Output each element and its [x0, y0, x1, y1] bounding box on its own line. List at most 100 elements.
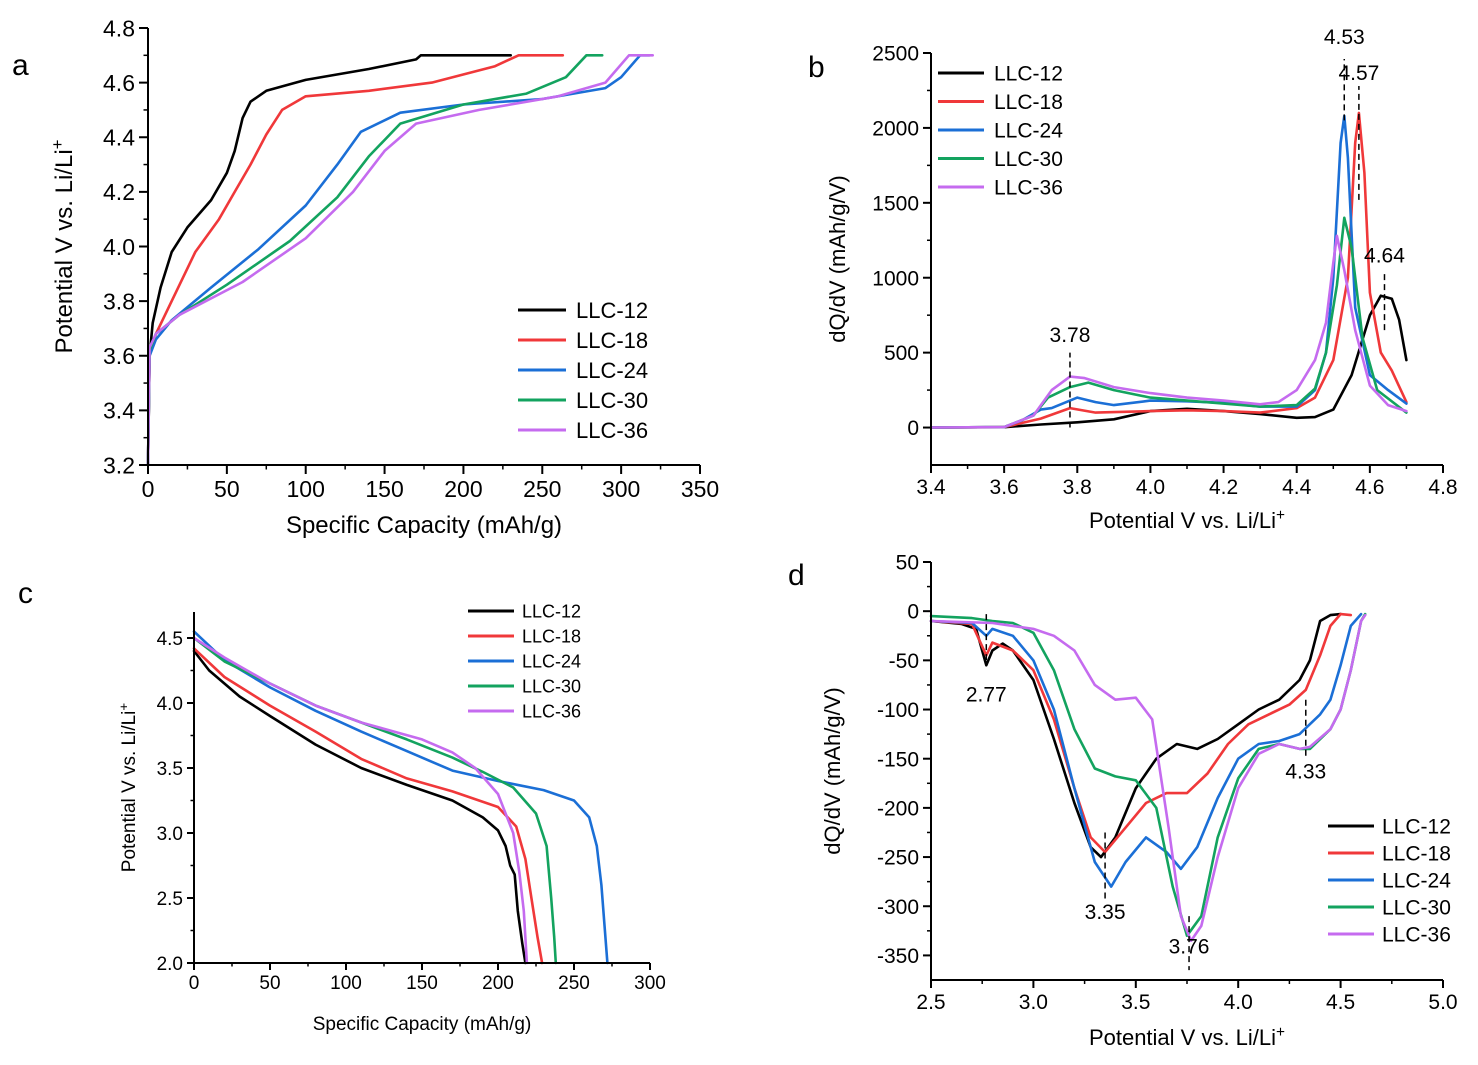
x-tick-label: 100 [330, 973, 362, 994]
legend-label-llc-30: LLC-30 [522, 676, 581, 696]
legend-label-llc-24: LLC-24 [994, 120, 1063, 143]
x-tick-label: 250 [523, 476, 561, 502]
y-tick-label: -50 [889, 650, 919, 673]
y-tick-label: -200 [877, 797, 919, 820]
legend-label-llc-30: LLC-30 [994, 148, 1063, 171]
y-axis-label: dQ/dV (mAh/g/V) [825, 175, 850, 343]
x-tick-label: 300 [634, 973, 666, 994]
series-line-llc-12 [929, 612, 1342, 859]
legend-label-llc-36: LLC-36 [576, 418, 648, 443]
y-tick-label: 3.0 [157, 824, 183, 845]
x-tick-label: 4.4 [1282, 476, 1312, 499]
y-tick-label: -250 [877, 847, 919, 870]
x-tick-label: 350 [681, 476, 719, 502]
series-line-llc-36 [146, 54, 654, 467]
annotation-label: 2.77 [966, 684, 1007, 707]
x-tick-label: 5.0 [1428, 991, 1457, 1014]
x-tick-label: 3.8 [1063, 476, 1092, 499]
x-axis-label: Specific Capacity (mAh/g) [286, 512, 562, 539]
y-tick-label: 4.0 [157, 694, 183, 715]
legend-label-llc-36: LLC-36 [522, 701, 581, 721]
y-tick-label: -350 [877, 945, 919, 968]
x-axis-label: Specific Capacity (mAh/g) [313, 1014, 532, 1035]
legend-label-llc-30: LLC-30 [1382, 897, 1451, 920]
legend-label-llc-30: LLC-30 [576, 388, 648, 413]
panel-a-chart: a 0 50 100 150 200 250 300 350 3.2 3.4 3.6 3.8 4.0 4.2… [12, 15, 719, 539]
series-line-llc-24 [929, 612, 1363, 888]
y-tick-label: -150 [877, 748, 919, 771]
legend-label-llc-36: LLC-36 [1382, 924, 1451, 947]
series-line-llc-30 [146, 54, 604, 467]
legend-label-llc-18: LLC-18 [994, 91, 1063, 114]
annotation-label: 4.53 [1324, 26, 1365, 49]
y-tick-label: 2.5 [157, 889, 183, 910]
x-tick-label: 3.6 [990, 476, 1019, 499]
series-line-llc-24 [146, 54, 651, 467]
y-tick-label: 4.0 [103, 234, 135, 260]
y-tick-label: 2000 [872, 117, 919, 140]
y-tick-label: 3.2 [103, 452, 135, 478]
x-tick-label: 50 [214, 476, 240, 502]
series-line-llc-18 [146, 54, 565, 467]
x-tick-label: 4.5 [1326, 991, 1355, 1014]
y-tick-label: 0 [907, 417, 919, 440]
legend-label-llc-12: LLC-12 [576, 298, 648, 323]
x-tick-label: 0 [189, 973, 200, 994]
x-tick-label: 3.4 [916, 476, 946, 499]
y-tick-label: 1000 [872, 267, 919, 290]
legend-label-llc-18: LLC-18 [576, 328, 648, 353]
series-line-llc-12 [929, 294, 1408, 429]
y-tick-label: -100 [877, 699, 919, 722]
x-tick-label: 250 [558, 973, 590, 994]
legend-label-llc-18: LLC-18 [522, 626, 581, 646]
annotation-label: 3.78 [1050, 324, 1091, 347]
y-tick-label: 500 [884, 342, 919, 365]
legend-label-llc-24: LLC-24 [1382, 870, 1451, 893]
legend-label-llc-24: LLC-24 [576, 358, 648, 383]
y-tick-label: 4.6 [103, 70, 135, 96]
y-tick-label: 3.4 [103, 398, 135, 424]
panel-d-chart: d 2.77 3.35 3.76 4.33 2.5 3.0 3.5 4.0 4.5 5.0 -350 -… [788, 552, 1458, 1050]
y-tick-label: 2.0 [157, 954, 183, 975]
series-line-llc-30 [929, 216, 1408, 429]
annotation-label: 3.76 [1169, 935, 1210, 958]
y-axis-label: Potential V vs. Li/Li+ [116, 703, 141, 873]
x-tick-label: 2.5 [916, 991, 945, 1014]
annotation-label: 4.64 [1364, 245, 1405, 268]
x-tick-label: 4.2 [1209, 476, 1238, 499]
legend-label-llc-24: LLC-24 [522, 651, 581, 671]
series-line-llc-36 [929, 234, 1408, 429]
series-line-llc-36 [192, 636, 529, 965]
y-tick-label: 0 [907, 601, 919, 624]
x-tick-label: 0 [142, 476, 155, 502]
x-tick-label: 300 [602, 476, 640, 502]
series-line-llc-12 [192, 649, 527, 965]
x-tick-label: 4.0 [1136, 476, 1165, 499]
x-tick-label: 4.8 [1428, 476, 1457, 499]
x-tick-label: 4.0 [1224, 991, 1253, 1014]
x-tick-label: 3.0 [1019, 991, 1048, 1014]
panel-c-chart: c 0 50 100 150 200 250 300 2.0 2.5 3.0 3.5 4.0 4.5 Spe… [18, 577, 666, 1035]
y-tick-label: 3.8 [103, 288, 135, 314]
legend-label-llc-18: LLC-18 [1382, 843, 1451, 866]
x-axis-label: Potential V vs. Li/Li+ [1089, 507, 1285, 534]
x-tick-label: 200 [444, 476, 482, 502]
x-tick-label: 150 [406, 973, 438, 994]
y-tick-label: 3.5 [157, 759, 183, 780]
y-tick-label: 3.6 [103, 343, 135, 369]
x-tick-label: 3.5 [1121, 991, 1150, 1014]
y-tick-label: -300 [877, 896, 919, 919]
series-line-llc-12 [146, 54, 512, 467]
panel-label-a: a [12, 49, 29, 82]
annotation-label: 4.33 [1285, 760, 1326, 783]
legend-label-llc-36: LLC-36 [994, 177, 1063, 200]
panel-label-b: b [808, 51, 825, 84]
y-tick-label: 4.8 [103, 15, 135, 41]
y-tick-label: 50 [896, 552, 919, 575]
series-line-llc-18 [929, 111, 1408, 429]
series-line-llc-18 [929, 612, 1353, 854]
annotation-label: 3.35 [1085, 901, 1126, 924]
legend-label-llc-12: LLC-12 [1382, 816, 1451, 839]
legend-label-llc-12: LLC-12 [522, 601, 581, 621]
